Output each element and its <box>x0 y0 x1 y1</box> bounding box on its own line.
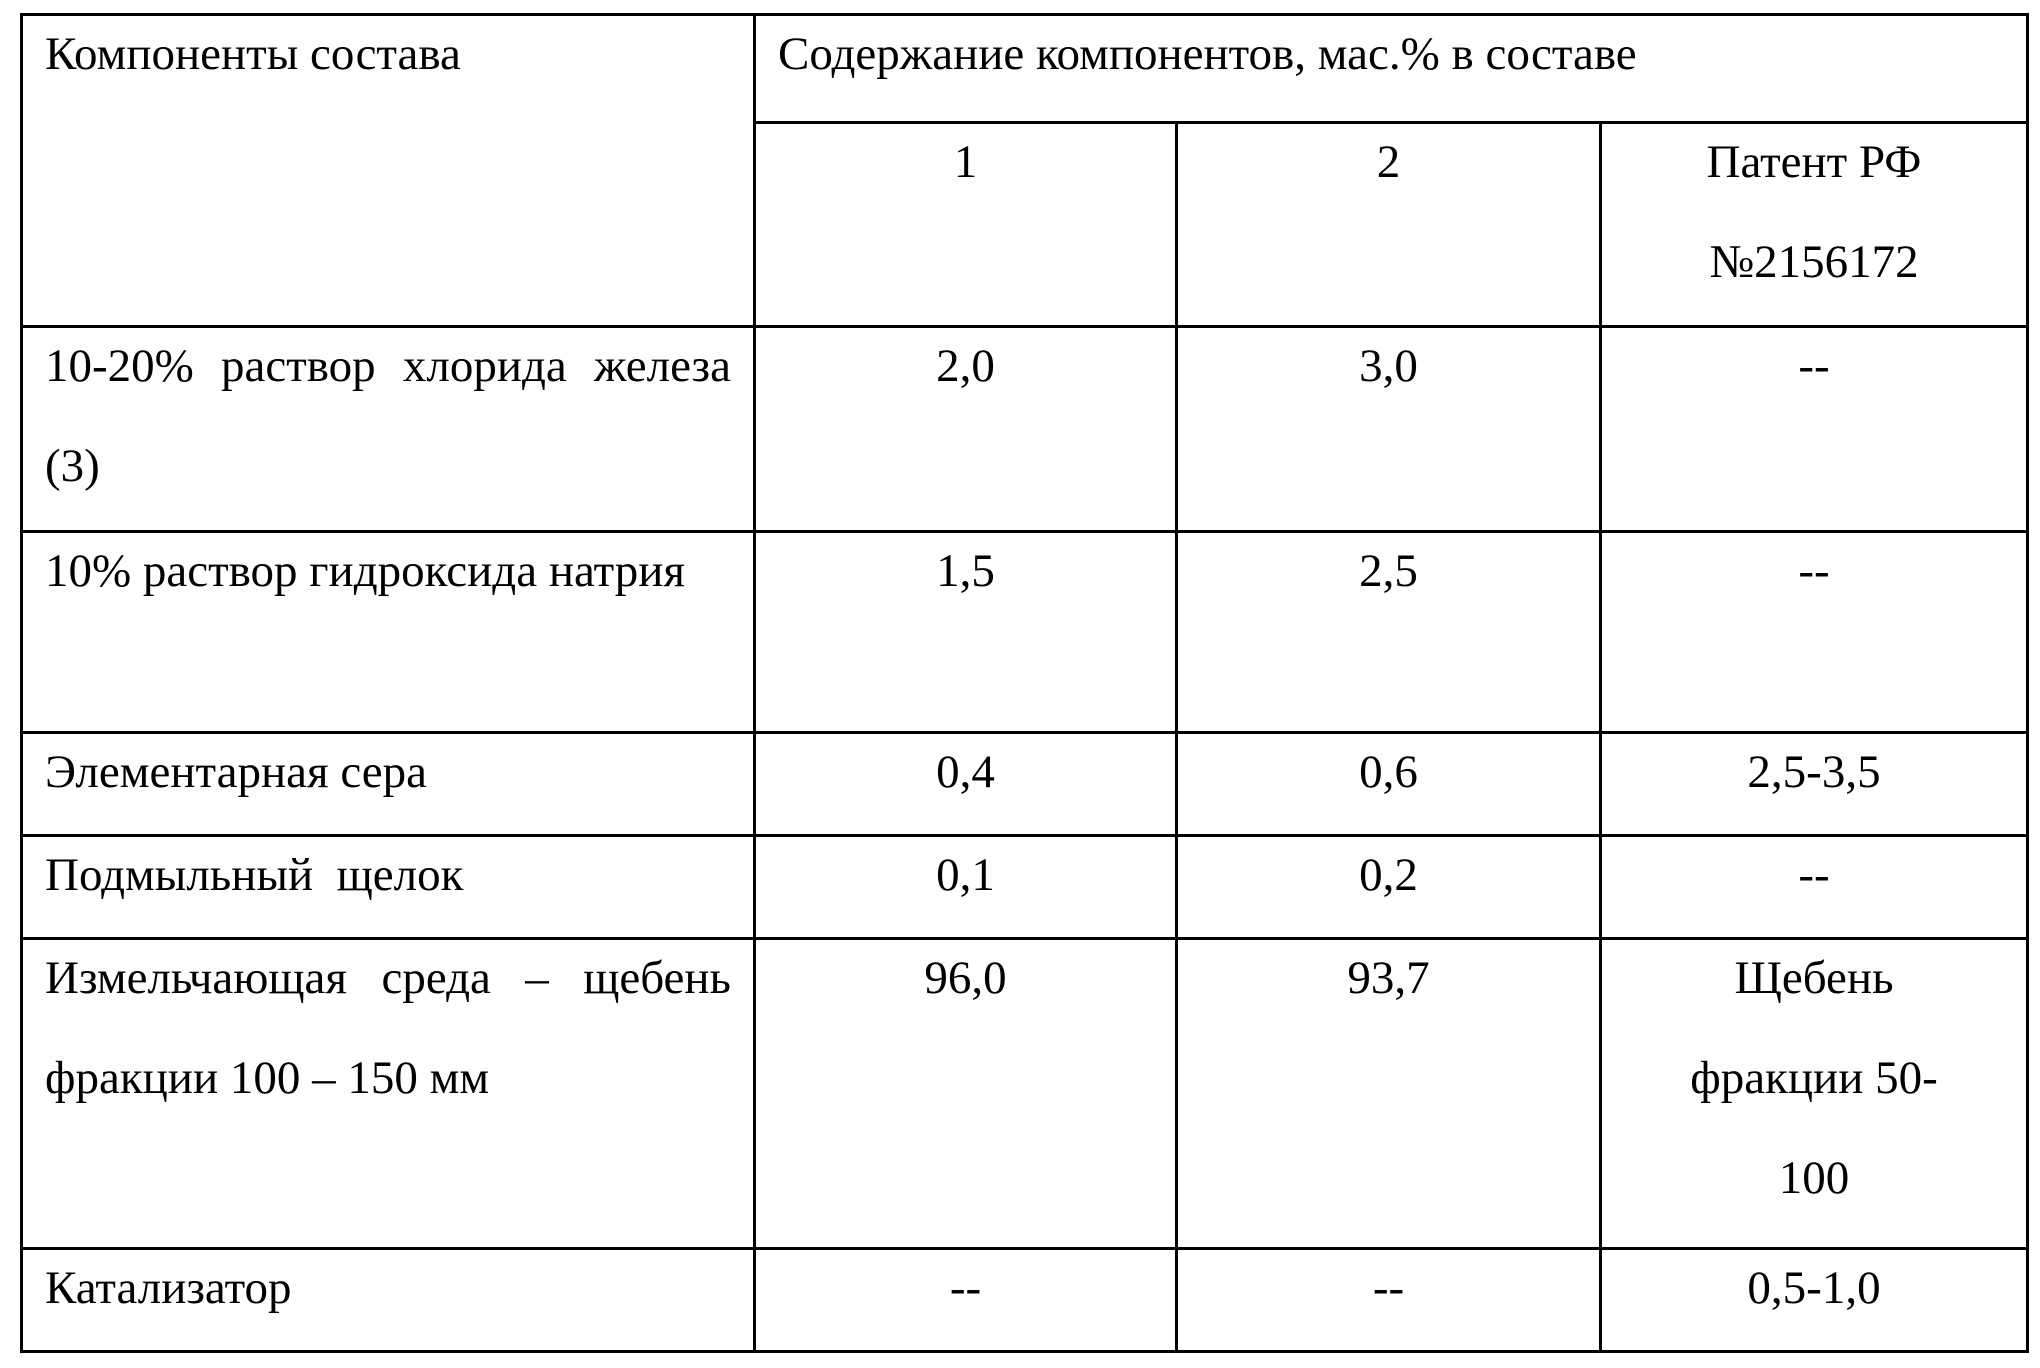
value-cell: 0,5-1,0 <box>1601 1249 2028 1352</box>
component-cell: 10-20% раствор хлорида железа (3) <box>22 327 755 532</box>
value-text: -- <box>778 1238 1153 1338</box>
value-cell: 0,4 <box>755 733 1177 836</box>
value-text: 3,0 <box>1200 316 1577 416</box>
value-cell: 2,0 <box>755 327 1177 532</box>
component-text: Подмыльный щелок <box>45 825 731 925</box>
value-cell: 0,1 <box>755 836 1177 939</box>
value-text: 0,6 <box>1200 722 1577 822</box>
value-cell: Щебень фракции 50-100 <box>1601 939 2028 1249</box>
value-text: -- <box>1624 521 2004 621</box>
header-col-1: 1 <box>755 123 1177 327</box>
table-row: Измельчающая среда – щебень фракции 100 … <box>22 939 2028 1249</box>
value-text: Щебень фракции 50-100 <box>1624 928 2004 1228</box>
component-text: Элементарная сера <box>45 722 731 822</box>
value-text: -- <box>1624 316 2004 416</box>
component-cell: 10% раствор гидроксида натрия <box>22 532 755 733</box>
value-text: 2,5-3,5 <box>1624 722 2004 822</box>
value-cell: 96,0 <box>755 939 1177 1249</box>
value-cell: -- <box>1601 532 2028 733</box>
header-col-patent-text: Патент РФ №2156172 <box>1624 112 2004 312</box>
table-row: 10-20% раствор хлорида железа (3) 2,0 3,… <box>22 327 2028 532</box>
table-row: Катализатор -- -- 0,5-1,0 <box>22 1249 2028 1352</box>
component-cell: Подмыльный щелок <box>22 836 755 939</box>
component-text: 10-20% раствор хлорида железа (3) <box>45 316 731 516</box>
value-cell: -- <box>1601 836 2028 939</box>
value-cell: -- <box>1177 1249 1601 1352</box>
component-text: Измельчающая среда – щебень фракции 100 … <box>45 928 731 1128</box>
value-text: 93,7 <box>1200 928 1577 1028</box>
value-cell: -- <box>755 1249 1177 1352</box>
table-row: Подмыльный щелок 0,1 0,2 -- <box>22 836 2028 939</box>
value-cell: -- <box>1601 327 2028 532</box>
value-text: 2,0 <box>778 316 1153 416</box>
header-col-patent: Патент РФ №2156172 <box>1601 123 2028 327</box>
header-col-1-text: 1 <box>778 112 1153 212</box>
value-text: -- <box>1200 1238 1577 1338</box>
header-col-2: 2 <box>1177 123 1601 327</box>
header-content: Содержание компонентов, мас.% в составе <box>755 15 2028 123</box>
value-text: 2,5 <box>1200 521 1577 621</box>
value-text: 0,1 <box>778 825 1153 925</box>
header-components-text: Компоненты состава <box>45 4 731 104</box>
component-cell: Элементарная сера <box>22 733 755 836</box>
header-col-2-text: 2 <box>1200 112 1577 212</box>
value-cell: 2,5 <box>1177 532 1601 733</box>
header-content-text: Содержание компонентов, мас.% в составе <box>778 4 2004 104</box>
table-row: 10% раствор гидроксида натрия 1,5 2,5 -- <box>22 532 2028 733</box>
value-text: 0,4 <box>778 722 1153 822</box>
value-cell: 93,7 <box>1177 939 1601 1249</box>
value-cell: 3,0 <box>1177 327 1601 532</box>
component-text: Катализатор <box>45 1238 731 1338</box>
value-cell: 1,5 <box>755 532 1177 733</box>
component-text: 10% раствор гидроксида натрия <box>45 521 731 621</box>
value-text: 1,5 <box>778 521 1153 621</box>
header-row: Компоненты состава Содержание компоненто… <box>22 15 2028 123</box>
table-row: Элементарная сера 0,4 0,6 2,5-3,5 <box>22 733 2028 836</box>
composition-table: Компоненты состава Содержание компоненто… <box>20 13 2029 1353</box>
component-cell: Измельчающая среда – щебень фракции 100 … <box>22 939 755 1249</box>
component-cell: Катализатор <box>22 1249 755 1352</box>
value-text: -- <box>1624 825 2004 925</box>
value-cell: 0,2 <box>1177 836 1601 939</box>
value-cell: 0,6 <box>1177 733 1601 836</box>
value-text: 0,2 <box>1200 825 1577 925</box>
value-text: 0,5-1,0 <box>1624 1238 2004 1338</box>
value-text: 96,0 <box>778 928 1153 1028</box>
header-components: Компоненты состава <box>22 15 755 327</box>
value-cell: 2,5-3,5 <box>1601 733 2028 836</box>
